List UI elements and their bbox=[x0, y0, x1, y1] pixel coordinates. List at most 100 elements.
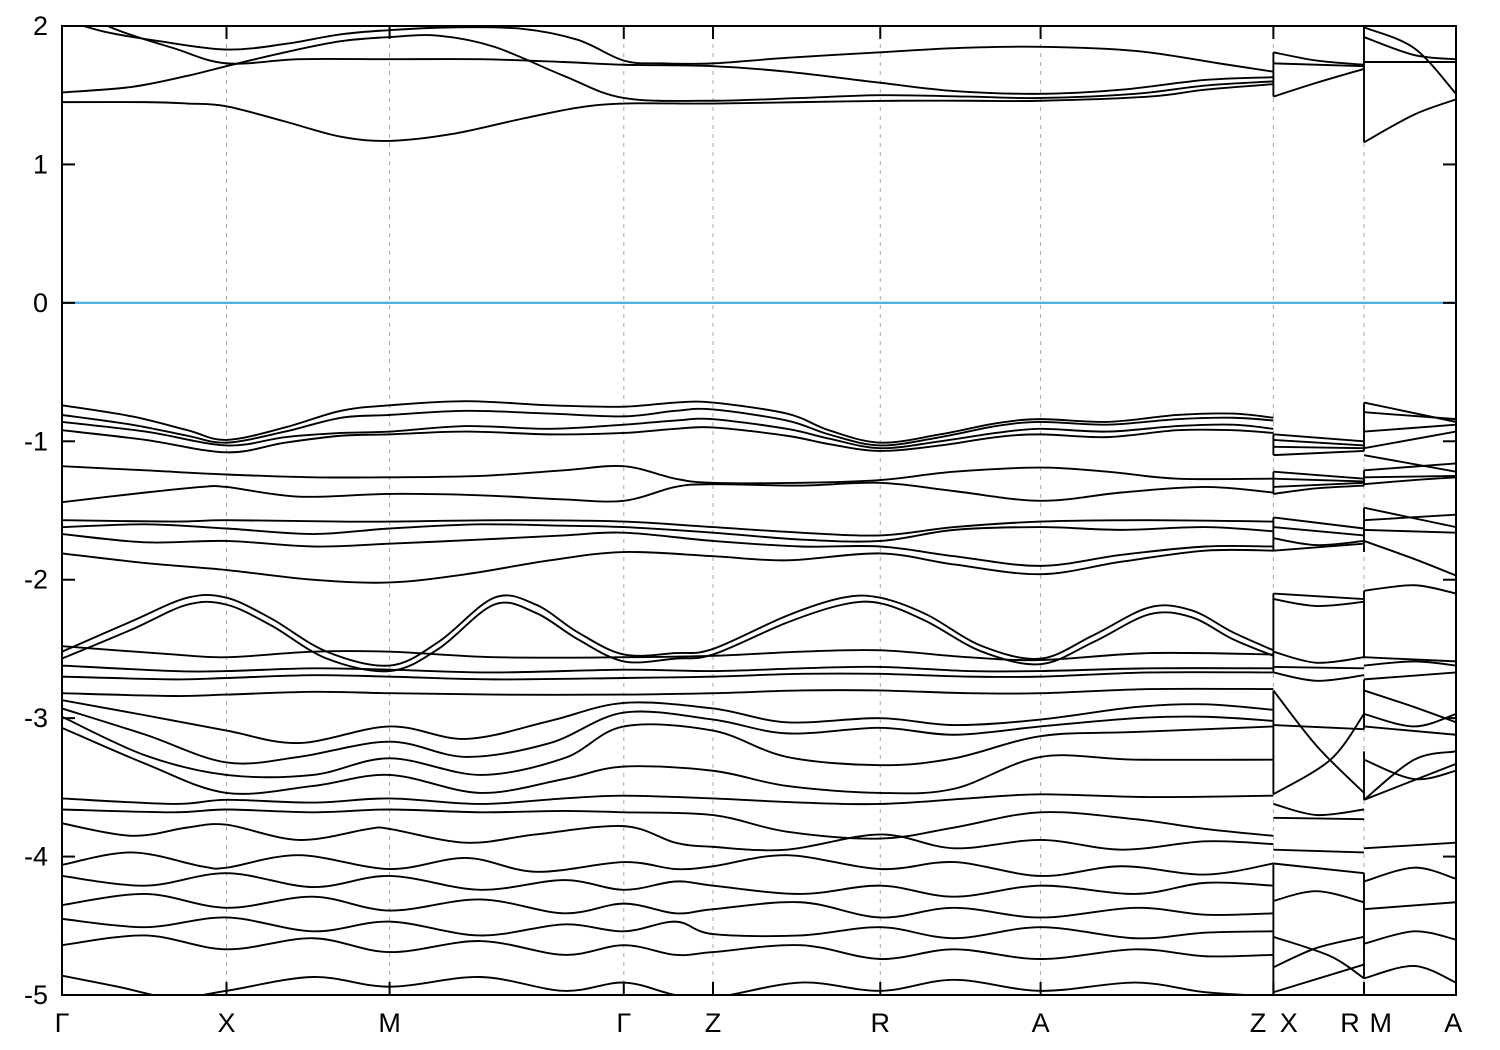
band-curve bbox=[62, 707, 1274, 765]
band-curve bbox=[1363, 584, 1456, 595]
band-curve bbox=[1273, 450, 1365, 457]
band-curve bbox=[1363, 476, 1456, 486]
band-curve bbox=[1273, 803, 1365, 817]
band-curve bbox=[1273, 445, 1365, 450]
y-axis-labels: 2 1 0 -1 -2 -3 -4 -5 bbox=[24, 11, 48, 1010]
y-tick-label: 0 bbox=[33, 288, 48, 318]
band-curve bbox=[1363, 901, 1456, 911]
band-curve bbox=[62, 83, 1274, 142]
band-curve bbox=[1273, 935, 1365, 969]
band-curve bbox=[62, 822, 1274, 852]
band-curve bbox=[1273, 68, 1365, 98]
k-point-label: M bbox=[378, 1008, 401, 1038]
band-curve bbox=[62, 664, 1274, 674]
band-curve bbox=[1363, 98, 1456, 144]
band-curve bbox=[1273, 62, 1365, 68]
band-curve bbox=[1363, 540, 1456, 577]
band-curve bbox=[1363, 528, 1456, 534]
plot-border bbox=[61, 25, 1457, 996]
band-curve bbox=[1273, 477, 1365, 483]
band-curve bbox=[1273, 598, 1365, 607]
band-curve bbox=[1273, 526, 1365, 537]
band-curve bbox=[80, 26, 1274, 73]
y-tick-label: -1 bbox=[24, 426, 48, 456]
band-curve bbox=[1273, 724, 1365, 731]
k-point-label: A bbox=[1032, 1008, 1050, 1038]
tick-marks bbox=[61, 25, 1457, 996]
band-curve bbox=[62, 464, 1274, 485]
band-curve bbox=[1273, 484, 1365, 495]
band-curve bbox=[62, 645, 1274, 662]
band-curves bbox=[62, 26, 1456, 995]
band-curve bbox=[1363, 725, 1456, 736]
k-point-label: A bbox=[1444, 1008, 1462, 1038]
band-curve bbox=[1273, 592, 1365, 601]
band-curve bbox=[1363, 841, 1456, 850]
y-tick-label: -2 bbox=[24, 565, 48, 595]
y-tick-label: 2 bbox=[33, 11, 48, 41]
band-curve bbox=[1363, 411, 1456, 421]
band-curve bbox=[1363, 671, 1456, 681]
k-point-label: R bbox=[871, 1008, 891, 1038]
k-point-label: Γ bbox=[55, 1008, 70, 1038]
band-curve bbox=[1273, 438, 1365, 447]
band-curve bbox=[62, 687, 1274, 697]
band-curve bbox=[62, 417, 1274, 450]
band-curve bbox=[1273, 890, 1365, 904]
band-curve bbox=[62, 407, 1274, 447]
band-curve bbox=[1363, 660, 1456, 667]
k-point-label: Γ bbox=[616, 1008, 631, 1038]
band-curve bbox=[1363, 866, 1456, 883]
band-curve bbox=[1273, 650, 1365, 664]
band-curve bbox=[62, 808, 1274, 840]
band-curve bbox=[62, 872, 1274, 898]
band-curve bbox=[1273, 848, 1365, 854]
band-curve bbox=[1273, 671, 1365, 682]
band-curve bbox=[62, 523, 1274, 543]
band-curve bbox=[1363, 750, 1456, 801]
band-curve bbox=[62, 600, 1274, 673]
band-curve bbox=[1273, 516, 1365, 530]
band-curve bbox=[62, 400, 1274, 444]
band-curve bbox=[62, 671, 1274, 681]
band-curve bbox=[105, 26, 1274, 95]
band-curve bbox=[62, 851, 1274, 877]
band-curve bbox=[62, 531, 1274, 567]
band-curve bbox=[62, 34, 1274, 102]
band-curve bbox=[62, 974, 1265, 995]
band-curve bbox=[1273, 470, 1365, 480]
band-curve bbox=[62, 426, 1274, 454]
k-point-label: X bbox=[217, 1008, 235, 1038]
k-point-label: M bbox=[1369, 1008, 1392, 1038]
band-curve bbox=[1363, 462, 1456, 472]
band-curve bbox=[1363, 423, 1456, 433]
band-curve bbox=[1273, 963, 1365, 994]
band-curve bbox=[1273, 433, 1365, 443]
band-curve bbox=[62, 593, 1274, 667]
band-curve bbox=[1273, 537, 1365, 547]
band-curve bbox=[1363, 454, 1456, 473]
band-curve bbox=[1273, 542, 1365, 552]
band-curve bbox=[1363, 930, 1456, 945]
band-curve bbox=[1363, 430, 1456, 450]
y-tick-label: -5 bbox=[24, 980, 48, 1010]
band-curve bbox=[62, 934, 1274, 960]
k-point-label: Z bbox=[1250, 1008, 1267, 1038]
band-curve bbox=[1272, 713, 1365, 796]
band-curve bbox=[62, 916, 1274, 940]
band-curve bbox=[1273, 665, 1365, 670]
band-curve bbox=[62, 699, 1274, 745]
band-curve bbox=[1273, 862, 1365, 875]
k-point-label: Z bbox=[705, 1008, 722, 1038]
k-point-label: R bbox=[1340, 1008, 1360, 1038]
y-tick-label: -4 bbox=[24, 842, 48, 872]
band-curve bbox=[1363, 758, 1456, 781]
band-curve bbox=[1273, 816, 1365, 821]
k-point-label: X bbox=[1280, 1008, 1298, 1038]
band-curve bbox=[1363, 964, 1456, 984]
band-curve bbox=[62, 793, 1274, 806]
